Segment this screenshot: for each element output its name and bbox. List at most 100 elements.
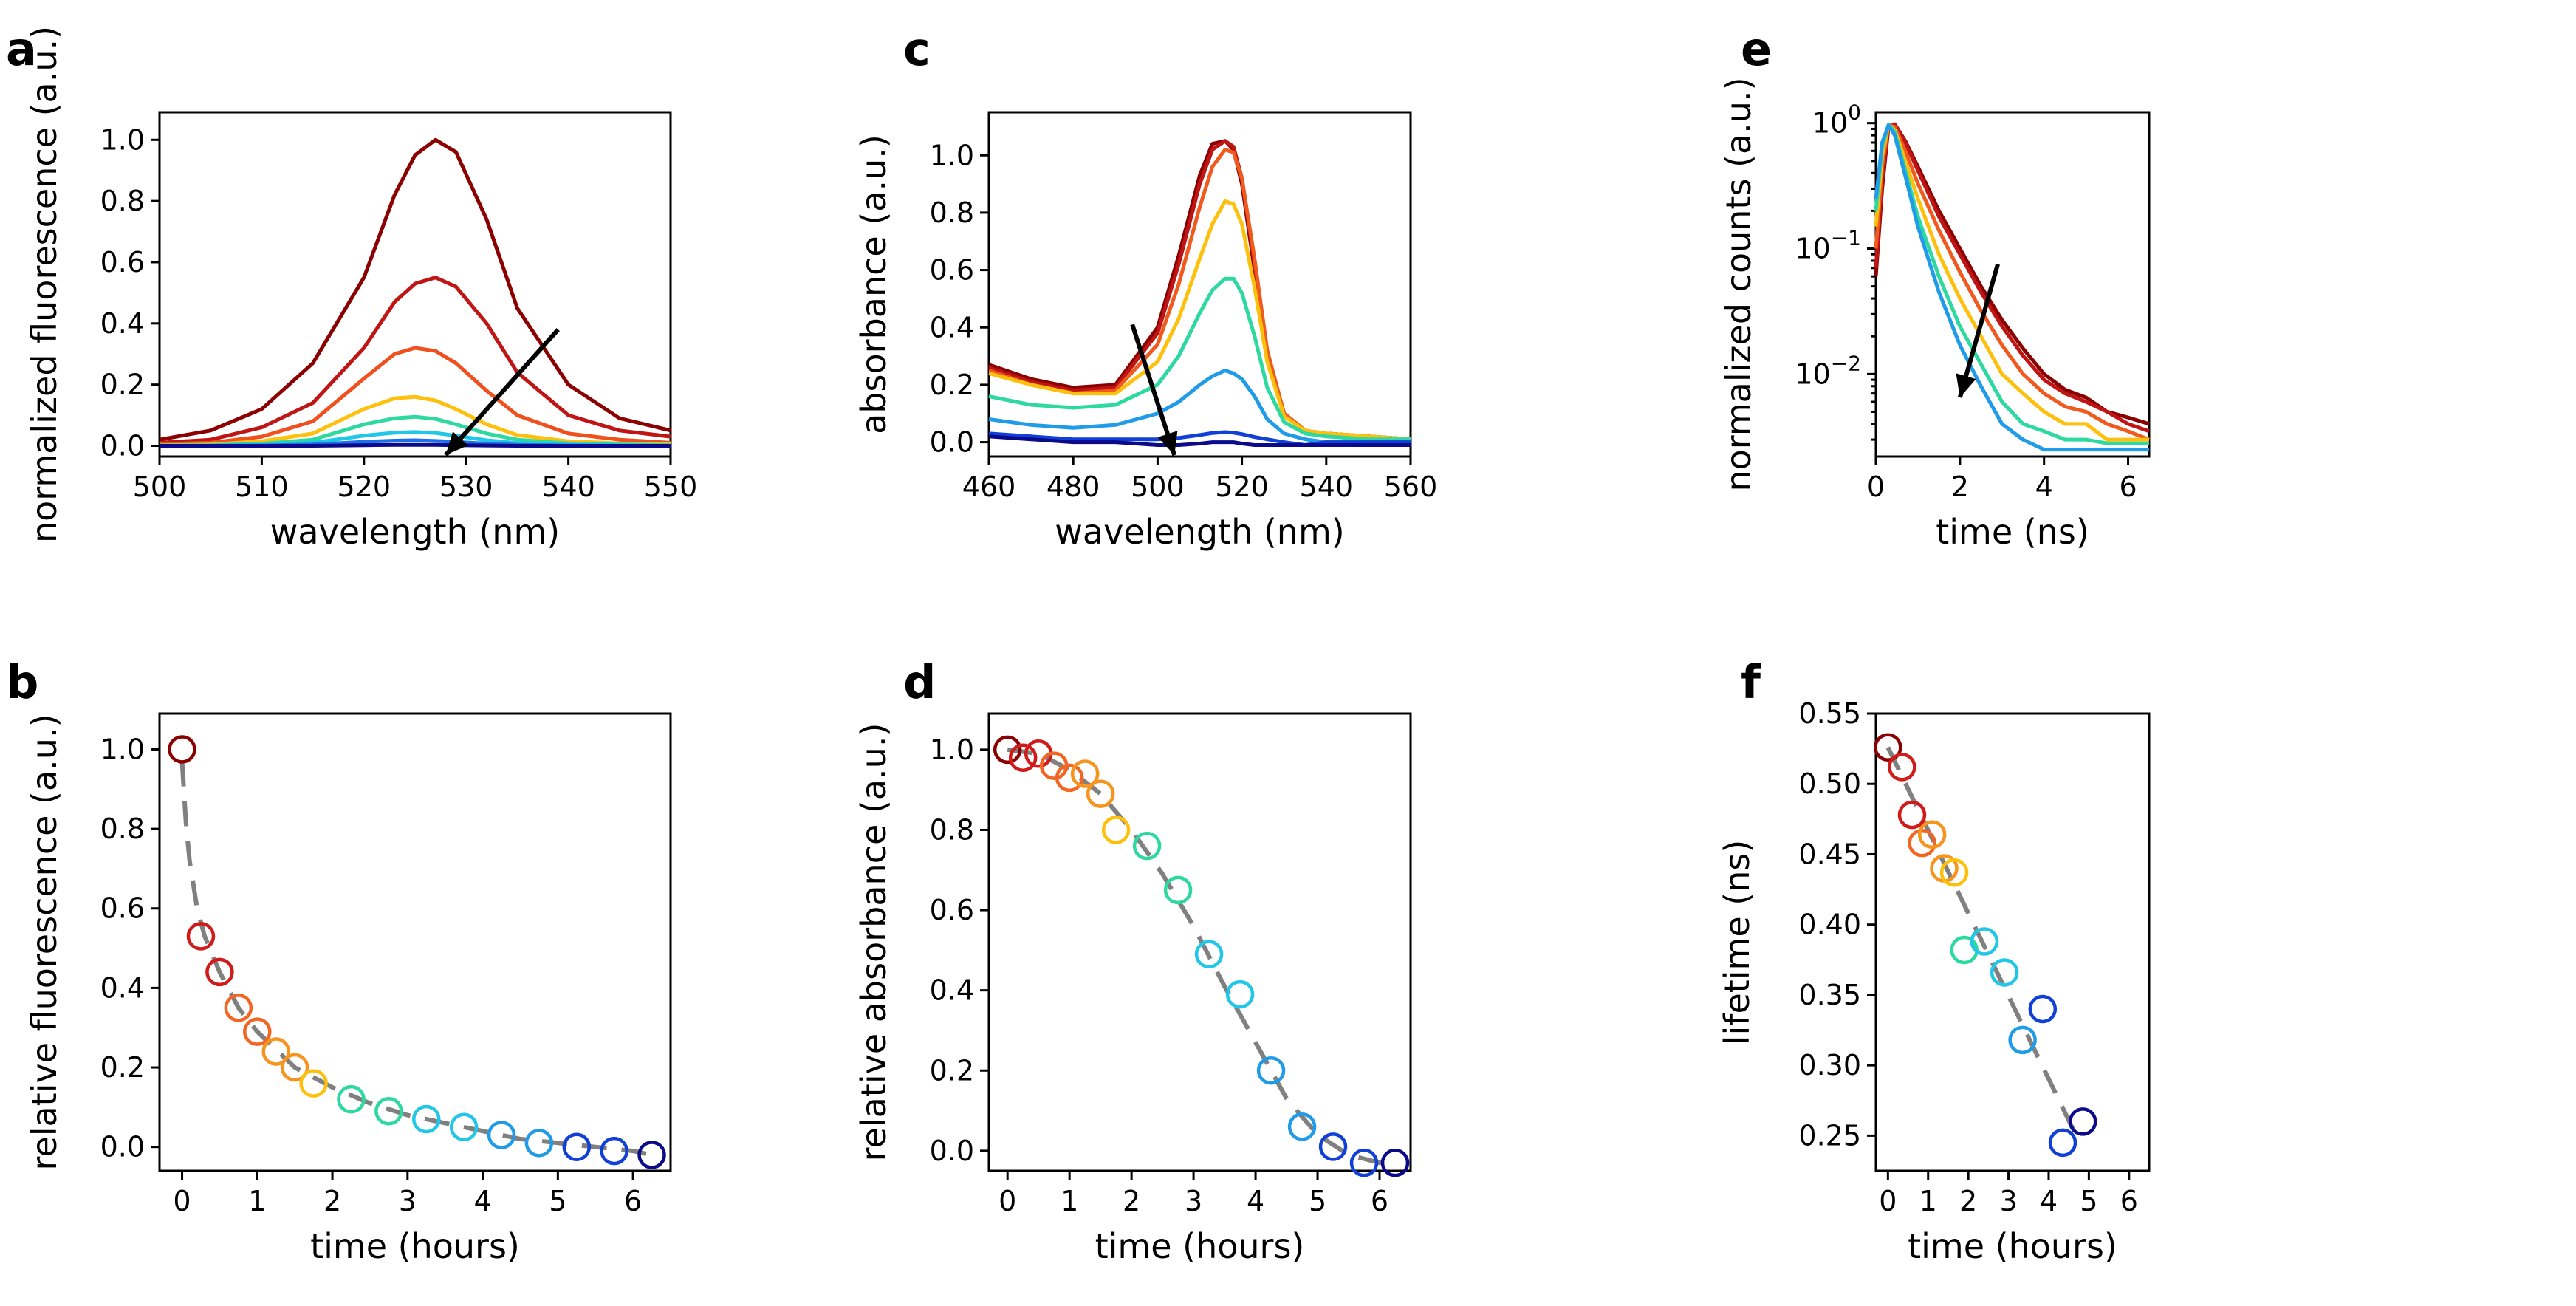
- series-line-c: [988, 139, 1411, 442]
- y-tick-label-d: 0.2: [930, 1054, 974, 1087]
- y-tick-label-a: 0.6: [100, 246, 145, 278]
- x-tick-label-b: 6: [624, 1185, 642, 1217]
- x-tick-label-f: 2: [1959, 1185, 1977, 1217]
- panel-d: 0 1 2 3 4 5 6 0.0 0.2 0.4 0.6 0.8 1.0 time (hours) rel…: [854, 712, 1412, 1266]
- fit-curve-b: [179, 761, 653, 1158]
- panel-e: 0 2 4 6 100 10−1 10−2 time (ns) normalized count…: [1719, 77, 2151, 552]
- series-line-c: [988, 369, 1411, 445]
- x-tick-label-f: 5: [2080, 1185, 2097, 1217]
- x-tick-label-b: 0: [173, 1185, 191, 1217]
- x-axis-label-d: time (hours): [1095, 1226, 1305, 1266]
- data-point-b: [524, 1129, 554, 1158]
- data-point-d: [1287, 1112, 1317, 1141]
- y-tick-label-d: 0.4: [930, 974, 974, 1007]
- panel-label-d: d: [903, 655, 936, 709]
- data-point-d: [1008, 743, 1038, 772]
- fit-curve-d: [1007, 747, 1395, 1166]
- data-point-f: [2048, 1128, 2077, 1158]
- y-tick-label-a: 0.8: [100, 185, 145, 217]
- y-tick-label-c: 0.8: [930, 196, 974, 229]
- panel-label-f: f: [1741, 655, 1761, 709]
- y-tick-label-c: 0.0: [930, 426, 974, 459]
- y-tick-label-a: 0.4: [100, 307, 145, 340]
- series-line-e: [1874, 123, 2149, 452]
- y-tick-label-f: 0.55: [1798, 697, 1861, 730]
- x-tick-label-f: 4: [2040, 1185, 2058, 1217]
- x-axis-label-c: wavelength (nm): [1055, 512, 1344, 552]
- series-line-a: [159, 394, 671, 448]
- plot-frame-c: [987, 111, 1412, 458]
- x-tick-label-b: 1: [248, 1185, 266, 1217]
- y-tick-label-f: 0.35: [1798, 979, 1861, 1011]
- x-tick-label-a: 510: [235, 471, 289, 503]
- plot-frame-a: [158, 111, 672, 458]
- data-point-f: [1917, 820, 1947, 849]
- data-point-d: [1132, 831, 1162, 861]
- series-line-c: [988, 434, 1411, 447]
- data-point-d: [1055, 763, 1084, 793]
- y-tick-label-b: 0.0: [100, 1131, 145, 1163]
- x-tick-label-b: 3: [399, 1185, 417, 1217]
- x-tick-label-c: 460: [962, 471, 1016, 503]
- data-point-d: [1256, 1056, 1286, 1085]
- series-line-a: [159, 276, 671, 445]
- x-tick-label-f: 3: [1999, 1185, 2017, 1217]
- plot-frame-f: [1874, 712, 2151, 1172]
- y-tick-label-b: 1.0: [100, 733, 145, 765]
- x-axis-label-b: time (hours): [310, 1226, 520, 1266]
- data-point-b: [374, 1097, 403, 1126]
- y-axis-label-d: relative absorbance (a.u.): [854, 723, 894, 1162]
- data-point-b: [261, 1037, 290, 1066]
- data-point-b: [337, 1084, 366, 1114]
- y-axis-label-f: lifetime (ns): [1717, 840, 1757, 1045]
- trend-arrowhead-e: [1956, 373, 1976, 398]
- y-tick-label-c: 0.4: [930, 311, 974, 343]
- trend-arrowhead-c: [1157, 431, 1178, 456]
- y-tick-label-e: 10−2: [1795, 351, 1861, 390]
- x-tick-label-c: 540: [1300, 471, 1354, 503]
- series-line-c: [988, 148, 1411, 442]
- x-tick-label-d: 2: [1123, 1185, 1140, 1217]
- data-point-b: [600, 1136, 628, 1166]
- y-tick-label-c: 0.2: [930, 369, 974, 401]
- panel-label-a: a: [6, 22, 37, 76]
- panel-label-e: e: [1741, 22, 1772, 76]
- data-point-d: [1101, 816, 1131, 844]
- y-tick-label-f: 0.50: [1798, 767, 1861, 800]
- data-point-d: [1380, 1148, 1410, 1177]
- y-tick-label-e: 100: [1812, 100, 1861, 140]
- data-point-f: [2008, 1025, 2037, 1055]
- trend-arrow-a: [444, 328, 560, 457]
- data-point-b: [637, 1141, 666, 1169]
- y-axis-label-b: relative fluorescence (a.u.): [24, 714, 64, 1170]
- data-point-b: [243, 1017, 272, 1046]
- series-line-c: [988, 276, 1411, 442]
- data-point-f: [1888, 753, 1916, 782]
- y-axis-label-e: normalized counts (a.u.): [1719, 77, 1758, 491]
- y-tick-label-c: 0.6: [930, 254, 974, 287]
- y-tick-label-b: 0.2: [100, 1051, 145, 1084]
- data-point-f: [2028, 994, 2058, 1024]
- panel-label-c: c: [903, 22, 931, 76]
- y-axis-label-c: absorbance (a.u.): [854, 134, 894, 434]
- data-point-b: [205, 957, 234, 987]
- y-tick-label-f: 0.40: [1798, 909, 1861, 941]
- data-point-b: [224, 994, 253, 1022]
- y-tick-exponent-e: 0: [1848, 100, 1861, 125]
- x-tick-label-e: 6: [2119, 471, 2137, 503]
- fit-curve-f: [1885, 746, 2075, 1130]
- y-tick-label-b: 0.6: [100, 892, 145, 925]
- data-point-b: [186, 922, 216, 951]
- x-tick-label-a: 540: [541, 471, 595, 503]
- x-tick-label-a: 520: [338, 471, 391, 503]
- data-point-f: [1990, 958, 2019, 987]
- trend-arrow-e: [1957, 263, 2000, 398]
- x-tick-label-e: 4: [2035, 471, 2053, 503]
- y-tick-label-a: 1.0: [100, 123, 145, 156]
- panel-c: 460 480 500 520 540 560 0.0 0.2 0.4 0.6 0.8 1.0 wave…: [854, 111, 1437, 552]
- panel-label-b: b: [6, 655, 38, 709]
- y-tick-label-a: 0.0: [100, 430, 145, 462]
- data-point-b: [412, 1104, 441, 1134]
- y-tick-label-c: 1.0: [930, 139, 974, 171]
- plot-frame-e: [1874, 111, 2151, 458]
